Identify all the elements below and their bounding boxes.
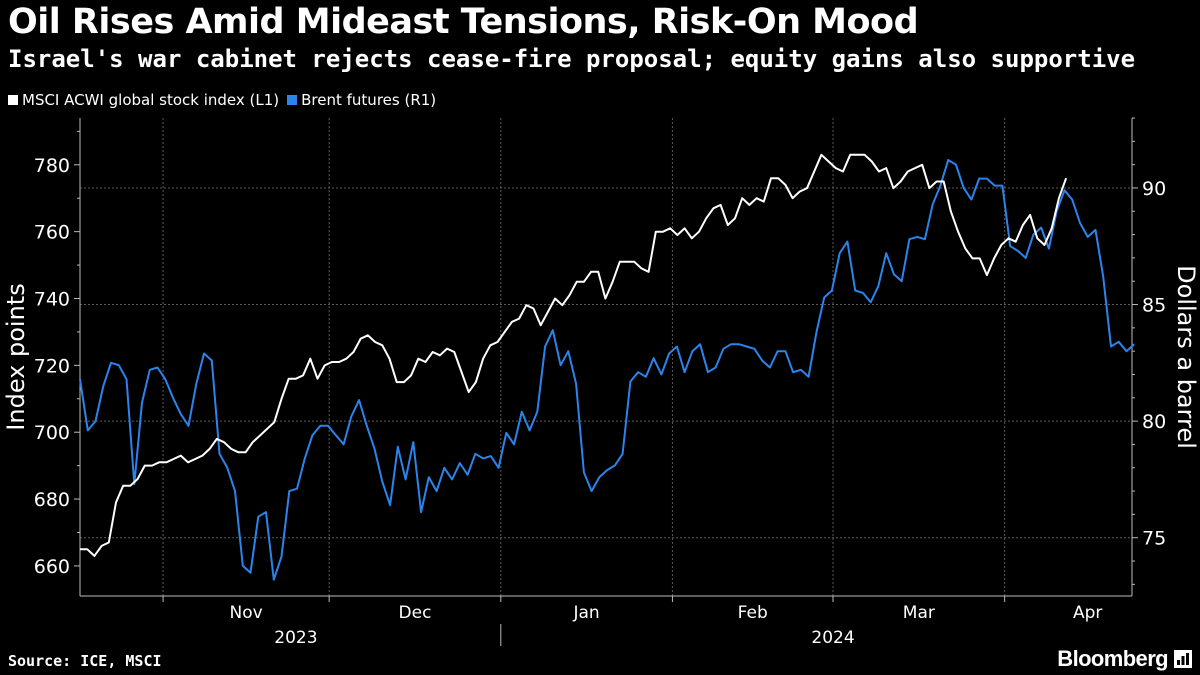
y-tick-label-right: 90 bbox=[1142, 178, 1166, 200]
y-tick-label-right: 85 bbox=[1142, 295, 1166, 317]
series-line-msci bbox=[80, 153, 1068, 557]
y-axis-title-right: Dollars a barrel bbox=[1172, 265, 1200, 449]
legend: MSCI ACWI global stock index (L1) Brent … bbox=[8, 91, 444, 109]
x-tick-label-year: 2024 bbox=[811, 628, 854, 648]
gridlines bbox=[80, 118, 1132, 596]
y-tick-label-right: 75 bbox=[1142, 528, 1166, 550]
brand: Bloomberg bbox=[1057, 646, 1192, 672]
y-tick-label-left: 680 bbox=[34, 489, 70, 511]
y-tick-label-left: 740 bbox=[34, 289, 70, 311]
x-tick-label-month: Feb bbox=[738, 603, 768, 623]
series-lines bbox=[79, 153, 1135, 581]
x-tick-label-month: Jan bbox=[573, 603, 600, 623]
x-tick-label-month: Mar bbox=[903, 603, 935, 623]
y-axis-title-left: Index points bbox=[2, 283, 30, 430]
x-tick-label-year: 2023 bbox=[274, 628, 317, 648]
x-tick-label-month: Nov bbox=[230, 603, 263, 623]
chart-title: Oil Rises Amid Mideast Tensions, Risk-On… bbox=[8, 2, 919, 42]
legend-item-msci: MSCI ACWI global stock index (L1) bbox=[8, 91, 279, 109]
y-tick-label-left: 660 bbox=[34, 556, 70, 578]
x-tick-label-month: Apr bbox=[1073, 603, 1102, 623]
y-tick-label-left: 720 bbox=[34, 355, 70, 377]
y-tick-label-left: 780 bbox=[34, 155, 70, 177]
legend-label-msci: MSCI ACWI global stock index (L1) bbox=[22, 91, 280, 109]
bloomberg-logo-icon bbox=[1174, 650, 1192, 668]
legend-swatch-brent bbox=[287, 95, 298, 105]
legend-item-brent: Brent futures (R1) bbox=[287, 91, 436, 109]
legend-swatch-msci bbox=[8, 95, 18, 105]
chart-subtitle: Israel's war cabinet rejects cease-fire … bbox=[8, 45, 1136, 73]
x-tick-label-month: Dec bbox=[399, 603, 432, 623]
axes: 660 680 700 720 740 760 780 75 80 85 90 Index point… bbox=[2, 117, 1200, 648]
legend-label-brent: Brent futures (R1) bbox=[301, 91, 437, 109]
brand-name: Bloomberg bbox=[1057, 646, 1168, 671]
y-tick-label-left: 760 bbox=[34, 222, 70, 244]
y-tick-label-right: 80 bbox=[1142, 411, 1166, 433]
y-tick-label-left: 700 bbox=[34, 422, 70, 444]
series-line-brent bbox=[79, 159, 1135, 581]
source-note: Source: ICE, MSCI bbox=[8, 652, 162, 670]
